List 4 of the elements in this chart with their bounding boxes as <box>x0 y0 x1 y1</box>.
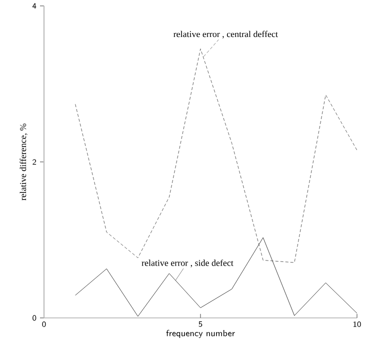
annotation: relative error , central deffect <box>173 30 278 38</box>
annotation: relative error , side defect <box>142 260 234 268</box>
y-axis-title: relative difference, % <box>20 124 28 200</box>
x-axis-title: frequency number <box>166 330 235 338</box>
